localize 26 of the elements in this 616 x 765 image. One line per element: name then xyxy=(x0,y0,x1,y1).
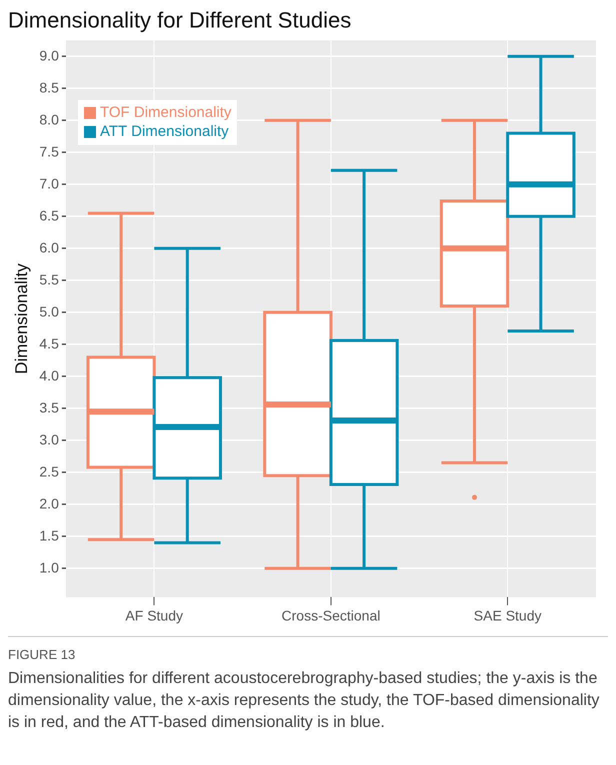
y-tick-label: 6.5 xyxy=(39,207,60,224)
y-tick-label: 1.0 xyxy=(39,559,60,576)
y-tick-label: 4.0 xyxy=(39,367,60,384)
text: TOF Dimensionality xyxy=(100,104,232,122)
y-tick-label: 8.0 xyxy=(39,111,60,128)
y-tick-label: 3.5 xyxy=(39,399,60,416)
y-tick-label: 5.0 xyxy=(39,303,60,320)
y-tick-label: 4.5 xyxy=(39,335,60,352)
x-tick-label: AF Study xyxy=(125,607,184,624)
y-tick-label: 7.5 xyxy=(39,143,60,160)
caption: FIGURE 13 xyxy=(8,647,76,662)
x-tick-label: SAE Study xyxy=(474,607,542,624)
x-tick-label: Cross-Sectional xyxy=(282,607,380,624)
y-tick-label: 8.5 xyxy=(39,79,60,96)
y-tick-label: 6.0 xyxy=(39,239,60,256)
y-tick-label: 5.5 xyxy=(39,271,60,288)
y-tick-label: 2.5 xyxy=(39,463,60,480)
chart-title: Dimensionality for Different Studies xyxy=(8,7,352,32)
text: Dimensionalities for different acoustocerebrography-based studies; the y-axis is the dimensionality value, the x-axis represents the study, the TOF-based dimensionality is in red, and the ATT-based dimensionality is in blue. xyxy=(8,669,600,733)
y-tick-label: 9.0 xyxy=(39,47,60,64)
text: ATT Dimensionality xyxy=(100,123,229,141)
y-tick-label: 3.0 xyxy=(39,431,60,448)
y-tick-label: 1.5 xyxy=(39,527,60,544)
y-tick-label: 7.0 xyxy=(39,175,60,192)
y-axis-title: Dimensionality xyxy=(12,263,31,374)
y-tick-label: 2.0 xyxy=(39,495,60,512)
